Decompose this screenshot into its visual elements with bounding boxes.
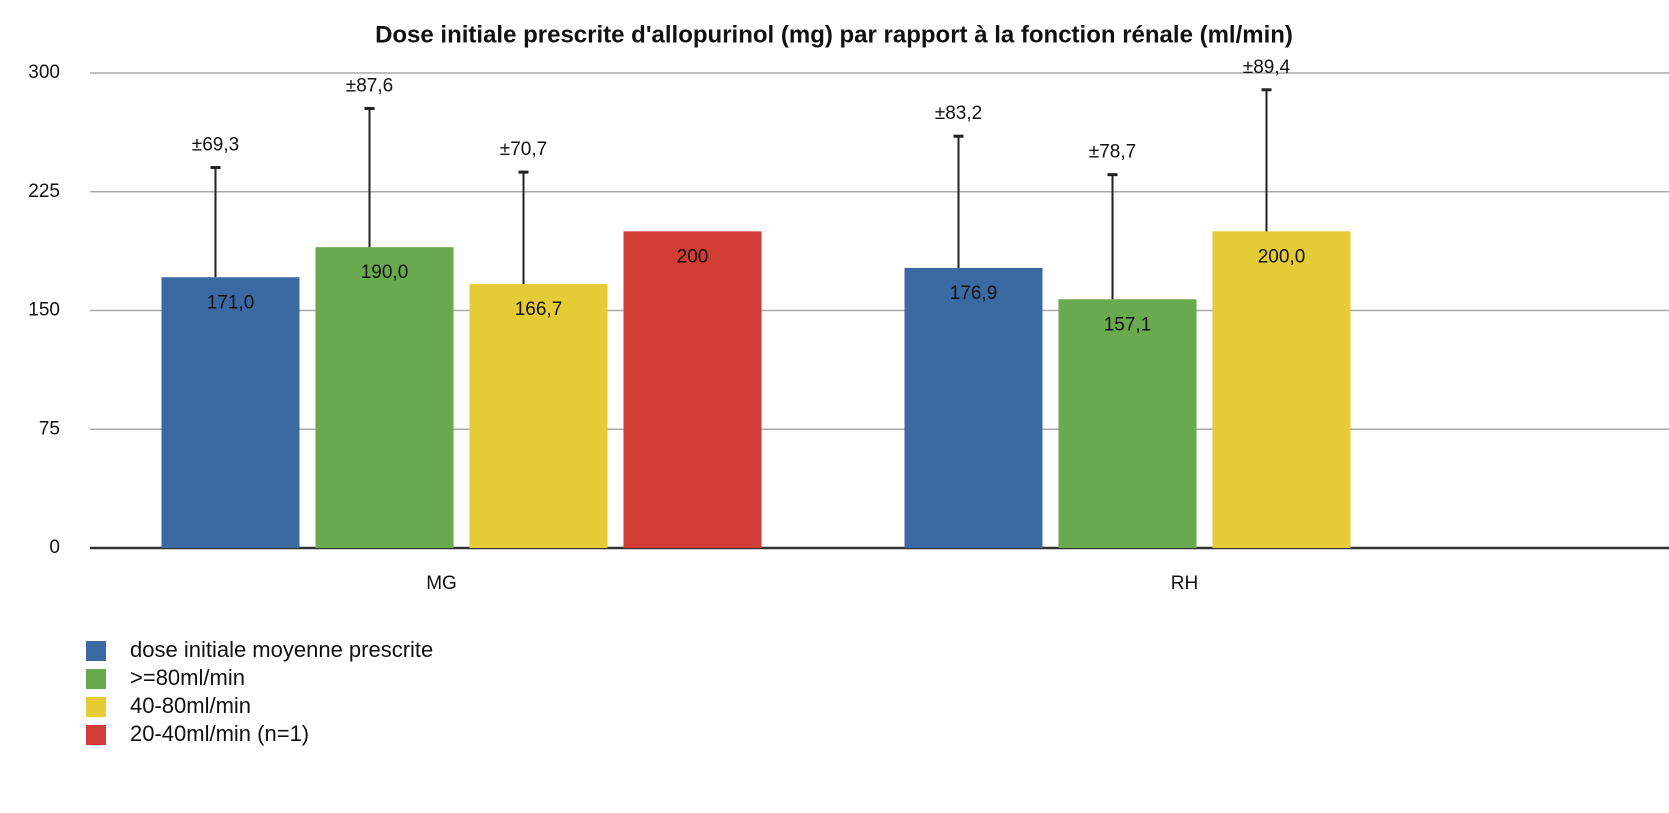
x-tick-label: RH (1171, 573, 1198, 594)
bar (1212, 231, 1351, 549)
bar (904, 267, 1043, 548)
legend-label: 40-80ml/min (130, 693, 251, 718)
value-label: 190,0 (361, 262, 409, 283)
legend-swatch (86, 669, 106, 689)
error-label: ±87,6 (346, 75, 393, 96)
chart-title: Dose initiale prescrite d'allopurinol (m… (375, 21, 1293, 48)
legend-label: 20-40ml/min (n=1) (130, 721, 309, 746)
legend-swatch (86, 641, 106, 661)
error-label: ±78,7 (1089, 142, 1136, 163)
bar (1058, 299, 1197, 548)
bar (469, 284, 608, 548)
value-label: 200,0 (1258, 246, 1306, 267)
error-label: ±69,3 (192, 135, 239, 156)
legend-label: >=80ml/min (130, 665, 245, 690)
bar (315, 247, 454, 548)
error-label: ±89,4 (1243, 57, 1291, 78)
bar (161, 277, 300, 548)
legend-swatch (86, 697, 106, 717)
value-label: 171,0 (207, 292, 255, 313)
y-tick-label: 0 (49, 537, 60, 558)
y-tick-label: 225 (28, 181, 60, 202)
error-label: ±83,2 (935, 103, 982, 124)
legend-swatch (86, 725, 106, 745)
value-label: 157,1 (1104, 314, 1152, 335)
error-label: ±70,7 (500, 139, 547, 160)
y-tick-label: 300 (28, 62, 60, 83)
value-label: 200 (677, 246, 709, 267)
y-tick-label: 75 (39, 418, 60, 439)
x-tick-label: MG (426, 573, 457, 594)
value-label: 176,9 (950, 283, 998, 304)
value-label: 166,7 (515, 299, 563, 320)
y-tick-label: 150 (28, 300, 60, 321)
bar (623, 231, 762, 549)
legend-label: dose initiale moyenne prescrite (130, 637, 433, 662)
